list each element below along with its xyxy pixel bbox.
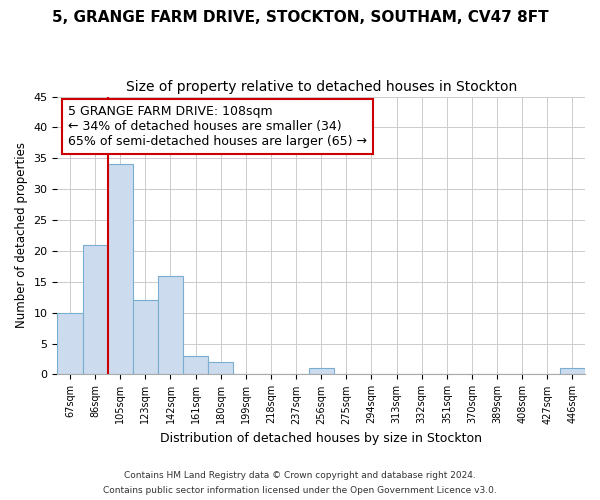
Bar bbox=[560, 368, 585, 374]
Title: Size of property relative to detached houses in Stockton: Size of property relative to detached ho… bbox=[125, 80, 517, 94]
Y-axis label: Number of detached properties: Number of detached properties bbox=[15, 142, 28, 328]
Bar bbox=[308, 368, 334, 374]
Text: Contains public sector information licensed under the Open Government Licence v3: Contains public sector information licen… bbox=[103, 486, 497, 495]
X-axis label: Distribution of detached houses by size in Stockton: Distribution of detached houses by size … bbox=[160, 432, 482, 445]
Bar bbox=[183, 356, 208, 374]
Bar bbox=[58, 312, 83, 374]
Text: 5, GRANGE FARM DRIVE, STOCKTON, SOUTHAM, CV47 8FT: 5, GRANGE FARM DRIVE, STOCKTON, SOUTHAM,… bbox=[52, 10, 548, 25]
Bar bbox=[158, 276, 183, 374]
Bar bbox=[208, 362, 233, 374]
Text: Contains HM Land Registry data © Crown copyright and database right 2024.: Contains HM Land Registry data © Crown c… bbox=[124, 471, 476, 480]
Bar bbox=[107, 164, 133, 374]
Bar bbox=[83, 245, 107, 374]
Bar bbox=[133, 300, 158, 374]
Text: 5 GRANGE FARM DRIVE: 108sqm
← 34% of detached houses are smaller (34)
65% of sem: 5 GRANGE FARM DRIVE: 108sqm ← 34% of det… bbox=[68, 105, 367, 148]
